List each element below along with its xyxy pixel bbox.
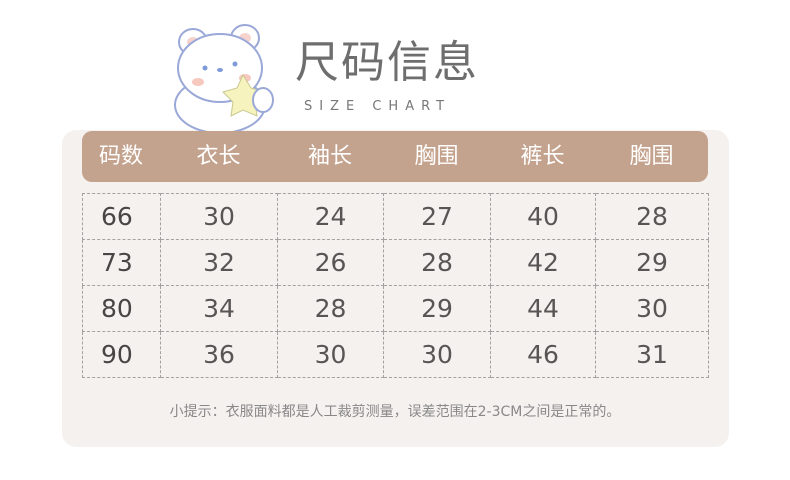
table-header: 码数 衣长 袖长 胸围 裤长 胸围 (82, 131, 708, 182)
cell: 44 (490, 285, 596, 332)
cell: 30 (383, 331, 491, 378)
header-chest: 胸围 (414, 143, 459, 169)
cell: 36 (160, 331, 278, 378)
header-length: 衣长 (196, 143, 241, 169)
cell: 40 (490, 193, 596, 240)
cell: 32 (160, 239, 278, 286)
measurement-note: 小提示：衣服面料都是人工裁剪测量，误差范围在2-3CM之间是正常的。 (169, 404, 621, 420)
cell: 26 (277, 239, 384, 286)
table-row: 90 36 30 30 46 31 (82, 331, 709, 378)
cell: 30 (277, 331, 384, 378)
cell: 30 (160, 193, 278, 240)
table-row: 80 34 28 29 44 30 (82, 285, 709, 332)
table-row: 73 32 26 28 42 29 (82, 239, 709, 286)
cell: 31 (595, 331, 709, 378)
cell: 34 (160, 285, 278, 332)
cell: 29 (595, 239, 709, 286)
cell: 46 (490, 331, 596, 378)
page-title: 尺码信息 (295, 38, 479, 88)
cell: 28 (277, 285, 384, 332)
cell: 28 (595, 193, 709, 240)
cell: 28 (383, 239, 491, 286)
header-sleeve: 袖长 (307, 143, 352, 169)
cell: 27 (383, 193, 491, 240)
header-size: 码数 (98, 143, 143, 169)
size-table: 66 30 24 27 40 28 73 32 26 28 42 29 80 3… (82, 193, 709, 378)
cell: 42 (490, 239, 596, 286)
header-pants-length: 裤长 (520, 143, 565, 169)
cell: 80 (82, 285, 161, 332)
cell: 90 (82, 331, 161, 378)
cell: 29 (383, 285, 491, 332)
header-chest-2: 胸围 (629, 143, 674, 169)
cell: 73 (82, 239, 161, 286)
page-subtitle: SIZE CHART (304, 99, 452, 114)
cell: 30 (595, 285, 709, 332)
cell: 24 (277, 193, 384, 240)
table-row: 66 30 24 27 40 28 (82, 193, 709, 240)
cell: 66 (82, 193, 161, 240)
bear-holding-star-icon (174, 24, 274, 134)
